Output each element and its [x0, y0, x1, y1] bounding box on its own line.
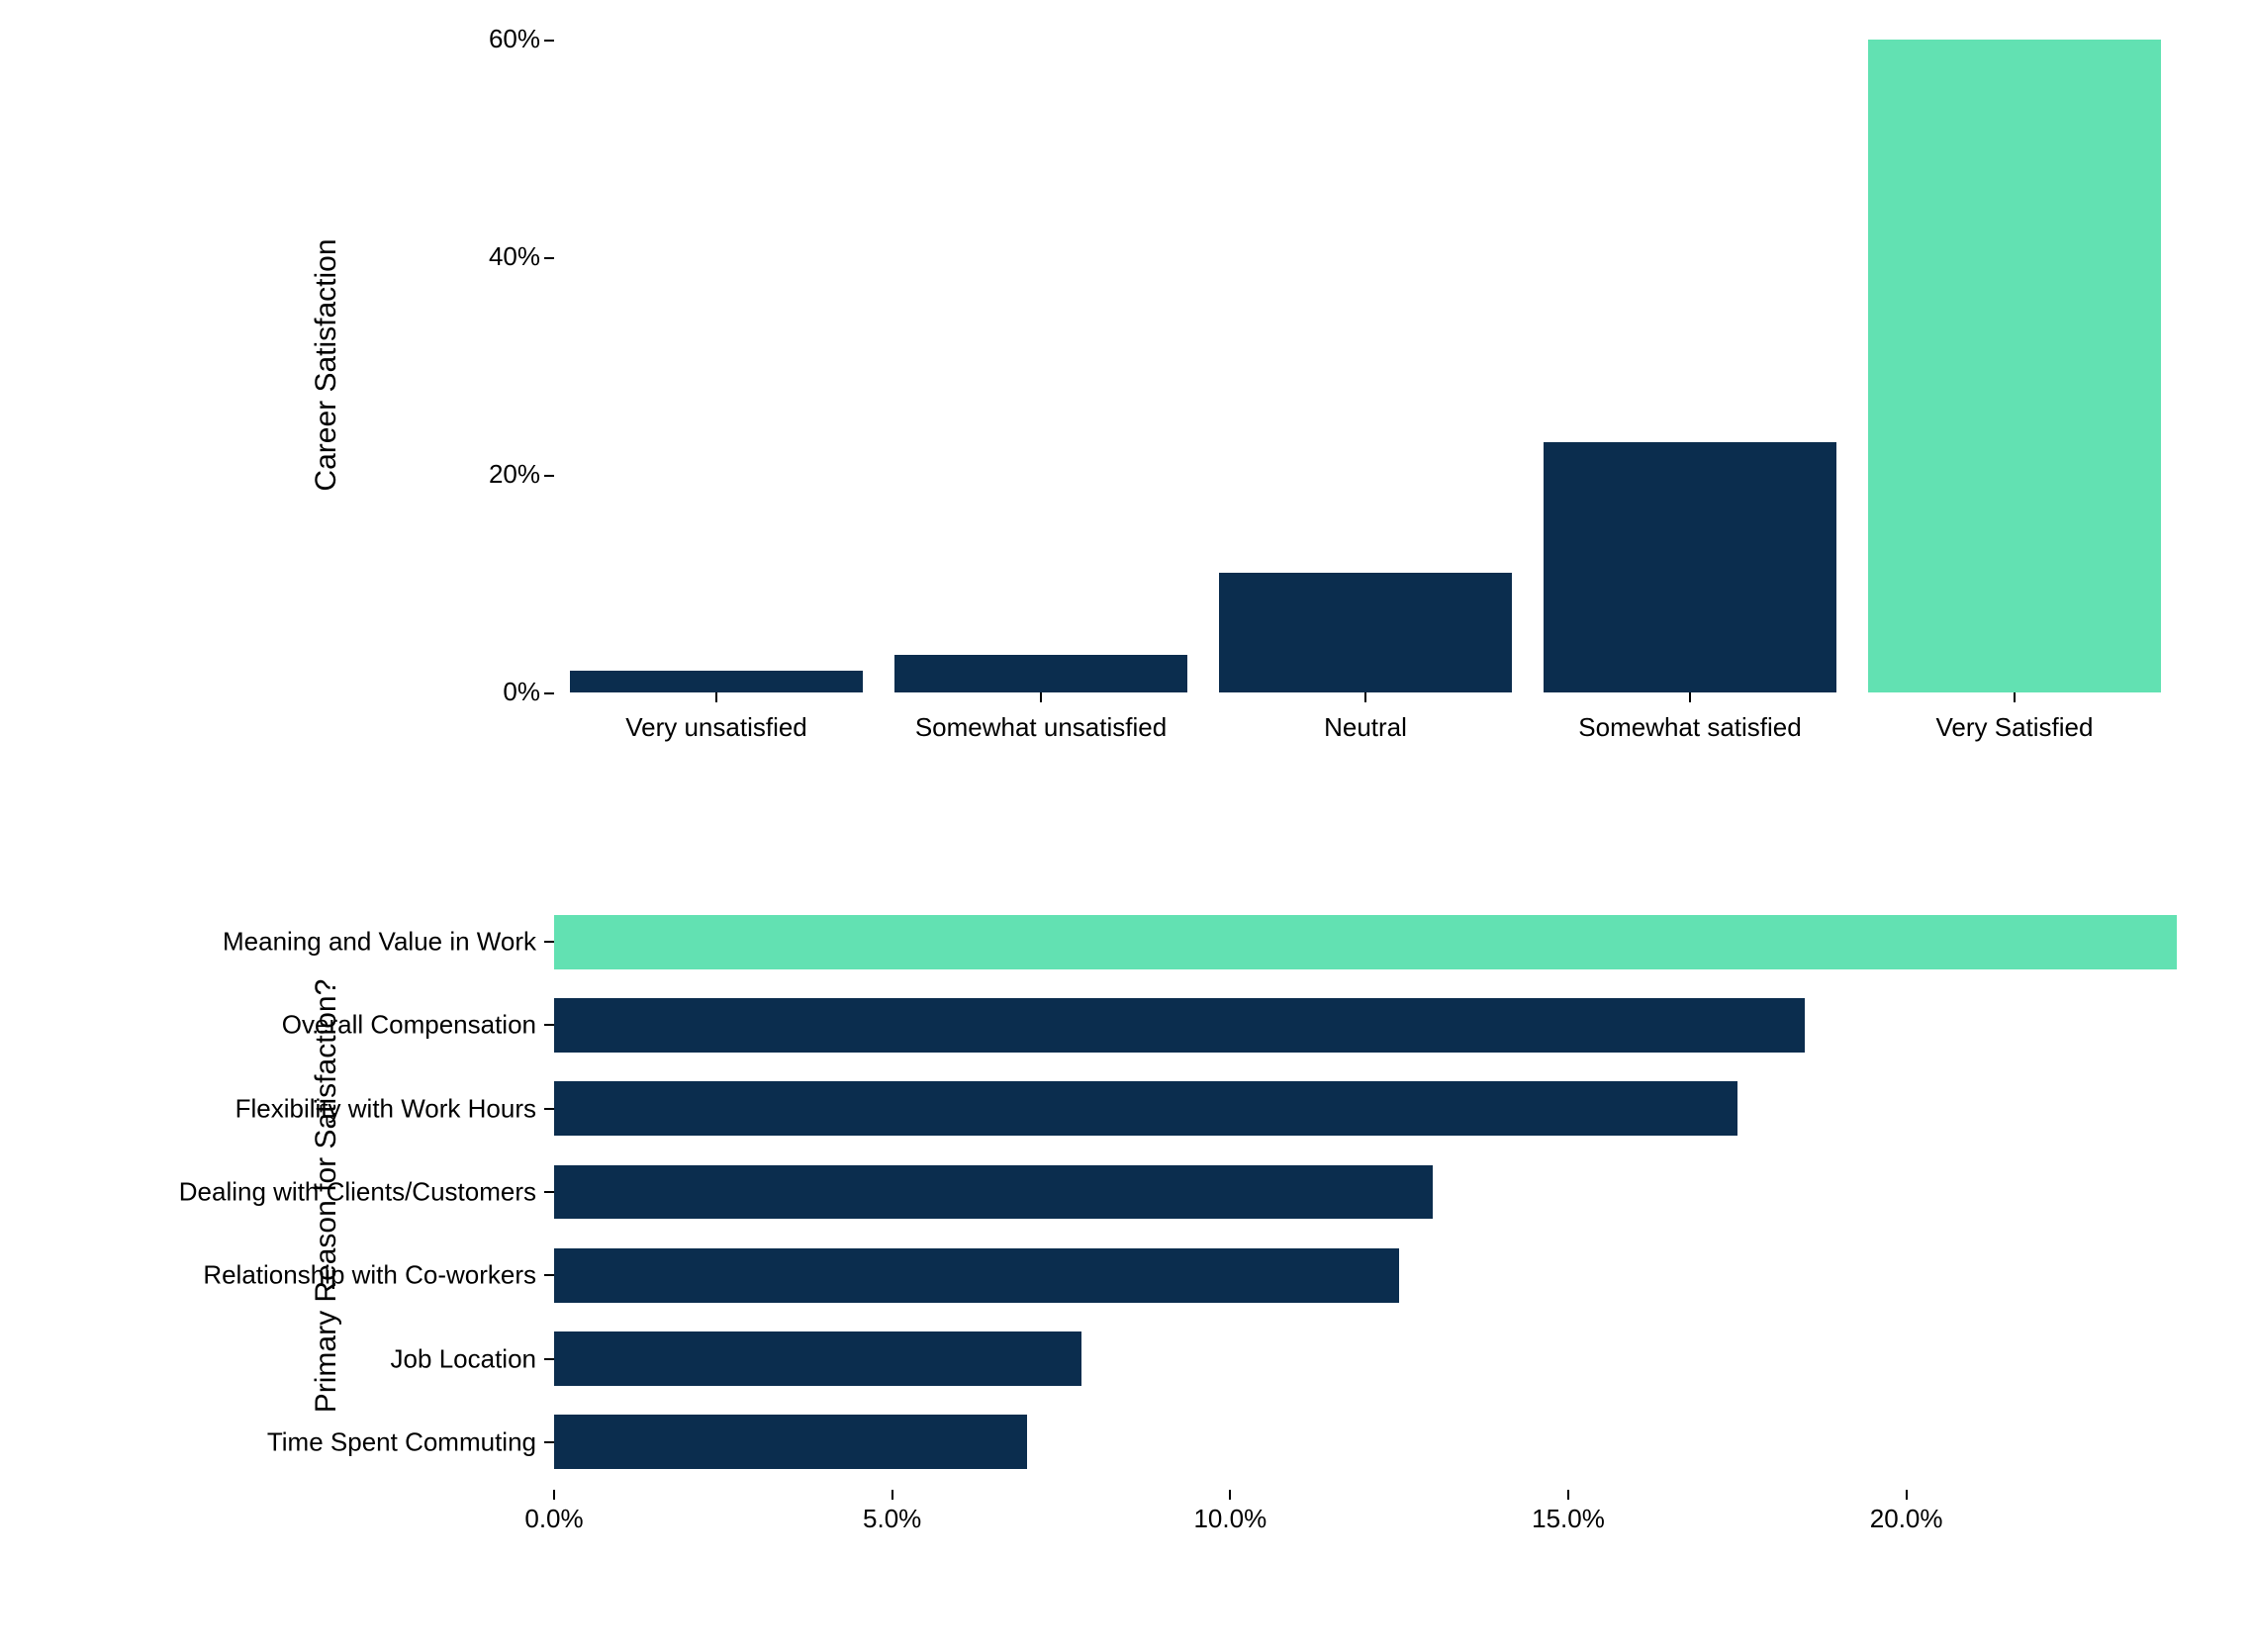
bottom-chart-x-tick-mark: [1229, 1490, 1231, 1500]
bottom-chart-y-label: Job Location: [391, 1343, 536, 1374]
top-chart-y-tick-mark: [544, 475, 554, 477]
top-chart-bar: [1868, 40, 2160, 692]
top-chart-x-tick-mark: [1689, 692, 1691, 702]
top-chart-x-label: Very Satisfied: [1936, 712, 2094, 743]
bottom-chart-bar: [554, 1165, 1433, 1220]
top-chart-x-label: Somewhat unsatisfied: [915, 712, 1167, 743]
top-chart-y-tick-mark: [544, 40, 554, 42]
top-chart-y-tick-mark: [544, 692, 554, 694]
top-chart-x-tick-mark: [715, 692, 717, 702]
top-chart-y-tick-label: 60%: [489, 24, 540, 54]
bottom-chart-y-tick-mark: [544, 1024, 554, 1026]
bottom-chart-x-tick-label: 10.0%: [1193, 1504, 1267, 1534]
bottom-chart-x-tick-mark: [553, 1490, 555, 1500]
top-chart-bar: [1544, 442, 1835, 692]
top-chart-y-tick-label: 40%: [489, 241, 540, 272]
top-chart-bar: [894, 655, 1186, 693]
bottom-chart-x-tick-mark: [1567, 1490, 1569, 1500]
bottom-chart-x-tick-mark: [891, 1490, 893, 1500]
bottom-chart-x-tick-label: 5.0%: [863, 1504, 921, 1534]
top-chart-x-tick-mark: [1364, 692, 1366, 702]
top-chart-y-tick-label: 20%: [489, 459, 540, 490]
bottom-chart-y-tick-mark: [544, 1108, 554, 1110]
bottom-chart-y-label: Flexibility with Work Hours: [235, 1093, 536, 1124]
bottom-chart-y-tick-mark: [544, 1358, 554, 1360]
bottom-chart-y-tick-mark: [544, 1441, 554, 1443]
bottom-chart-x-tick-mark: [1906, 1490, 1908, 1500]
top-chart-y-tick-mark: [544, 257, 554, 259]
bottom-chart-y-tick-mark: [544, 1191, 554, 1193]
top-chart-bar: [570, 671, 862, 692]
bottom-chart-bar: [554, 1331, 1081, 1386]
bottom-chart-bar: [554, 998, 1805, 1053]
bottom-chart-y-label: Overall Compensation: [282, 1010, 536, 1041]
bottom-chart-bar: [554, 915, 2177, 969]
bottom-chart-x-tick-label: 20.0%: [1870, 1504, 1943, 1534]
top-chart-bar: [1219, 573, 1511, 692]
bottom-chart-y-label: Meaning and Value in Work: [223, 927, 536, 958]
bottom-chart-y-label: Dealing with Clients/Customers: [179, 1177, 536, 1208]
top-chart-x-tick-mark: [1040, 692, 1042, 702]
bottom-chart-x-tick-label: 0.0%: [524, 1504, 583, 1534]
bottom-chart-bar: [554, 1248, 1399, 1303]
bottom-chart-bar: [554, 1415, 1027, 1469]
bottom-chart-x-tick-label: 15.0%: [1532, 1504, 1605, 1534]
top-chart-x-tick-mark: [2014, 692, 2016, 702]
top-chart-x-label: Very unsatisfied: [625, 712, 807, 743]
top-chart-y-title: Career Satisfaction: [310, 108, 343, 622]
bottom-chart-y-label: Relationship with Co-workers: [203, 1260, 536, 1291]
top-chart-x-label: Somewhat satisfied: [1578, 712, 1801, 743]
bottom-chart-y-tick-mark: [544, 941, 554, 943]
top-chart-x-label: Neutral: [1324, 712, 1407, 743]
bottom-chart-y-label: Time Spent Commuting: [267, 1426, 536, 1457]
top-chart-y-tick-label: 0%: [503, 677, 540, 707]
bottom-chart-bar: [554, 1081, 1737, 1136]
bottom-chart-y-tick-mark: [544, 1274, 554, 1276]
